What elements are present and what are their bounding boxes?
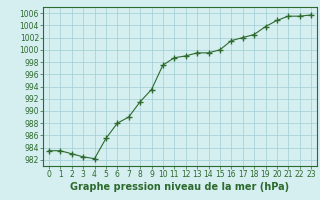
X-axis label: Graphe pression niveau de la mer (hPa): Graphe pression niveau de la mer (hPa) (70, 182, 290, 192)
